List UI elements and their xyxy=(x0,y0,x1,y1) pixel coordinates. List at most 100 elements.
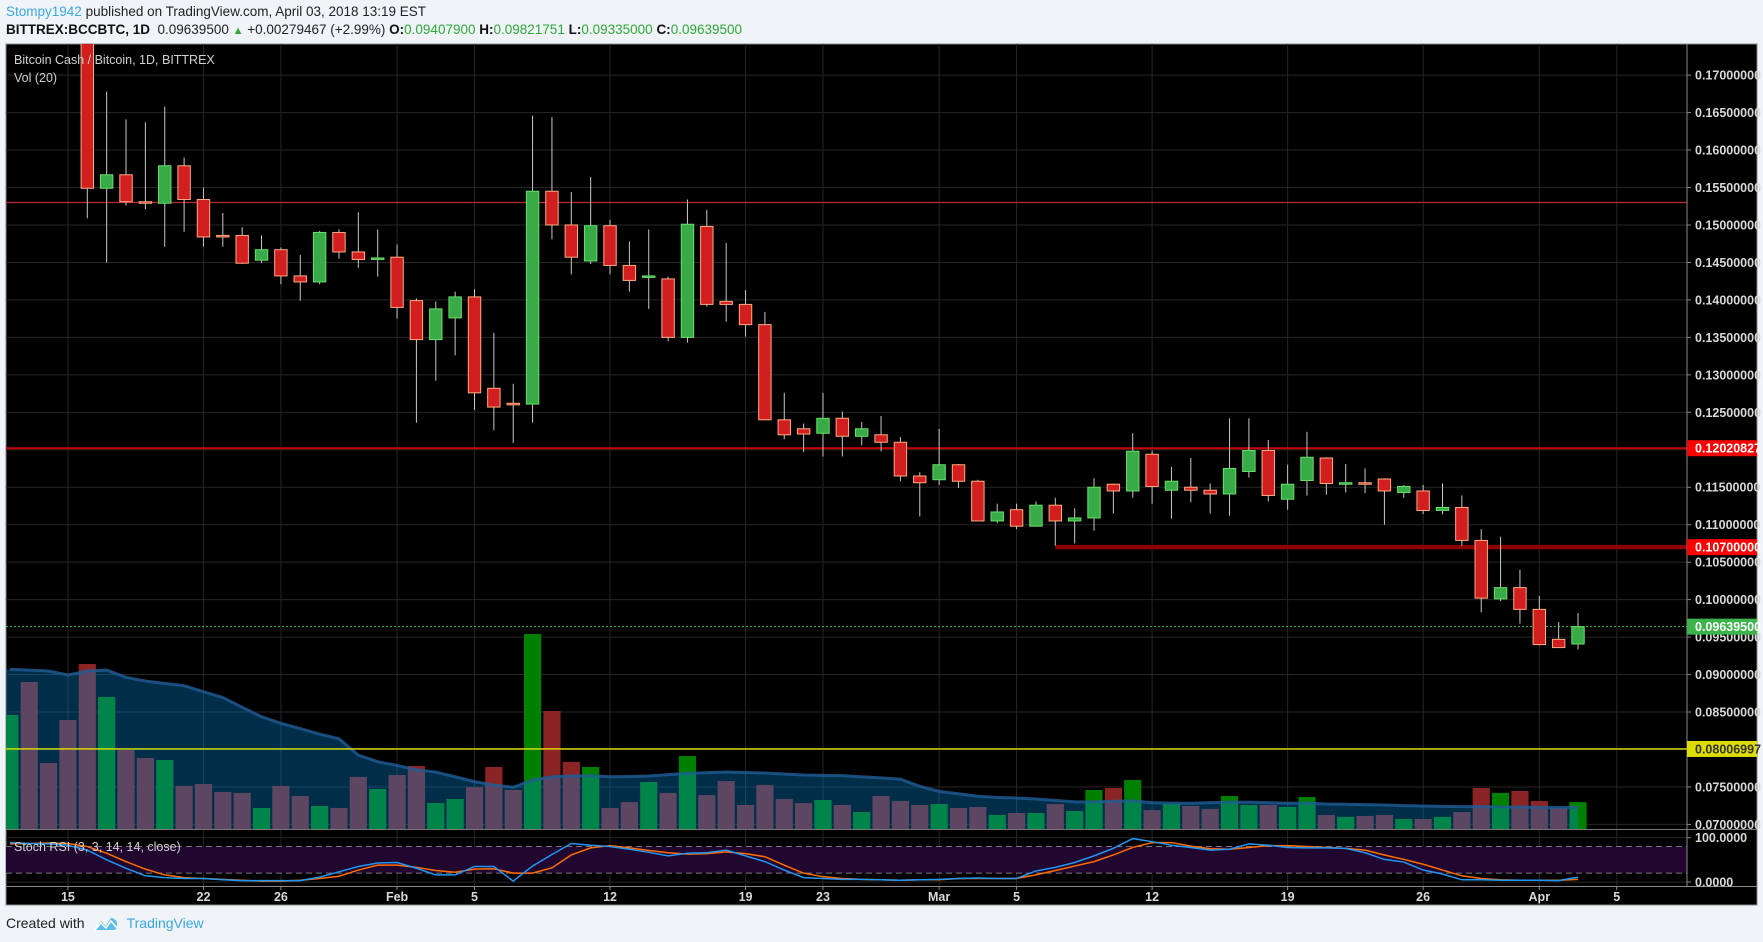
candle-body xyxy=(1551,638,1566,649)
candle-body xyxy=(448,296,462,319)
candle-body xyxy=(1339,482,1353,485)
volume-bar xyxy=(465,787,484,829)
volume-bar xyxy=(698,795,716,829)
candle-body xyxy=(1513,587,1527,610)
candle-series xyxy=(80,44,1585,650)
volume-bar xyxy=(446,798,464,829)
candle-body xyxy=(564,224,578,258)
date-tick-label: 26 xyxy=(274,890,288,904)
candle-body xyxy=(487,387,501,408)
candle-body xyxy=(216,234,230,238)
price-tag-label: 0.08006997 xyxy=(1695,742,1761,756)
price-tick-label: 0.07500000 xyxy=(1695,780,1761,794)
tradingview-link[interactable]: TradingView xyxy=(126,915,204,931)
price-tick-label: 0.11500000 xyxy=(1695,481,1760,495)
symbol-info-bar: BITTREX:BCCBTC, 1D 0.09639500 ▲ +0.00279… xyxy=(6,22,742,37)
candle-body xyxy=(1203,489,1217,495)
price-tick-label: 0.09000000 xyxy=(1695,668,1761,682)
candle-body xyxy=(971,480,985,522)
publish-info: Stompy1942 published on TradingView.com,… xyxy=(6,4,426,19)
volume-bar xyxy=(1104,788,1122,829)
candle-body xyxy=(796,428,811,435)
candle-body xyxy=(835,417,850,437)
volume-bar xyxy=(582,766,600,829)
candle-body xyxy=(758,324,772,421)
candle-body xyxy=(777,419,791,436)
volume-bar xyxy=(1279,806,1297,829)
date-tick-label: 26 xyxy=(1416,890,1430,904)
price-tick-label: 0.12500000 xyxy=(1695,406,1761,420)
volume-bar xyxy=(1337,816,1355,829)
price-tag xyxy=(1687,539,1757,556)
volume-bar xyxy=(911,805,929,829)
price-tick-label: 0.15500000 xyxy=(1695,181,1761,195)
volume-bar xyxy=(795,803,813,829)
candle-body xyxy=(1474,539,1488,599)
candle-body xyxy=(409,300,424,341)
open-value: 0.09407900 xyxy=(404,22,476,37)
price-tick-label: 0.11000000 xyxy=(1695,518,1760,532)
volume-bar xyxy=(1259,805,1277,829)
horizontal-lines xyxy=(6,201,1687,750)
volume-bar xyxy=(59,719,77,829)
volume-bar xyxy=(427,803,445,829)
price-tick-label: 0.08500000 xyxy=(1695,706,1761,720)
author-link[interactable]: Stompy1942 xyxy=(6,4,82,19)
stoch-k-line xyxy=(9,837,1579,883)
volume-bar xyxy=(1182,805,1200,829)
candle-body xyxy=(1319,457,1334,484)
candle-body xyxy=(951,464,966,482)
price-tag xyxy=(1687,740,1757,757)
close-label: C: xyxy=(656,22,671,37)
candle-body xyxy=(1532,608,1546,646)
last-price: 0.09639500 xyxy=(157,22,229,37)
price-tag-label: 0.12020827 xyxy=(1695,442,1761,456)
volume-bar xyxy=(736,805,755,829)
price-tag xyxy=(1687,440,1757,457)
volume-bar xyxy=(1298,797,1316,829)
candle-body xyxy=(1397,485,1411,493)
volume-bar xyxy=(214,791,232,829)
candle-body xyxy=(1126,450,1140,492)
volume-bar xyxy=(1220,796,1239,829)
volume-bar xyxy=(1433,816,1452,829)
candle-body xyxy=(661,278,675,338)
candle-body xyxy=(506,402,520,406)
volume-bar xyxy=(1414,819,1432,829)
price-tick-label: 0.16500000 xyxy=(1695,106,1761,120)
volume-bar xyxy=(20,681,38,829)
price-tick-label: 0.17000000 xyxy=(1695,69,1761,83)
close-value: 0.09639500 xyxy=(670,22,743,37)
candle-body xyxy=(429,308,443,341)
volume-bar xyxy=(1491,792,1510,829)
candle-body xyxy=(371,257,385,260)
candle-body xyxy=(332,231,346,253)
candle-body xyxy=(99,174,114,189)
date-tick-label: Feb xyxy=(386,890,409,904)
volume-ma-area xyxy=(6,669,1579,829)
volume-bar xyxy=(485,766,503,829)
high-value: 0.09821751 xyxy=(493,22,565,37)
volume-bar xyxy=(1007,813,1026,829)
volume-bar xyxy=(407,766,426,829)
volume-bar xyxy=(1395,819,1413,829)
volume-bar xyxy=(39,763,58,829)
date-tick-label: Mar xyxy=(928,890,950,904)
date-tick-label: 12 xyxy=(1145,890,1159,904)
volume-legend: Vol (20) xyxy=(14,71,57,85)
price-tick-label: 0.13500000 xyxy=(1695,331,1761,345)
volume-bar xyxy=(756,784,774,829)
volume-bar xyxy=(349,776,367,829)
volume-bar xyxy=(117,750,135,829)
volume-bar xyxy=(504,790,522,829)
volume-bar xyxy=(311,805,329,829)
candle-body xyxy=(816,417,830,434)
volume-bar xyxy=(1375,814,1394,829)
volume-bar xyxy=(136,758,154,829)
date-tick-label: 23 xyxy=(816,890,830,904)
axes: 15 22 26 Feb 5 12 19 23 Mar 5 12 19 26 Apr 5 0.17000000… xyxy=(6,44,1761,904)
volume-bar xyxy=(969,806,987,829)
volume-bar xyxy=(1453,812,1471,829)
volume-bar xyxy=(717,781,735,829)
